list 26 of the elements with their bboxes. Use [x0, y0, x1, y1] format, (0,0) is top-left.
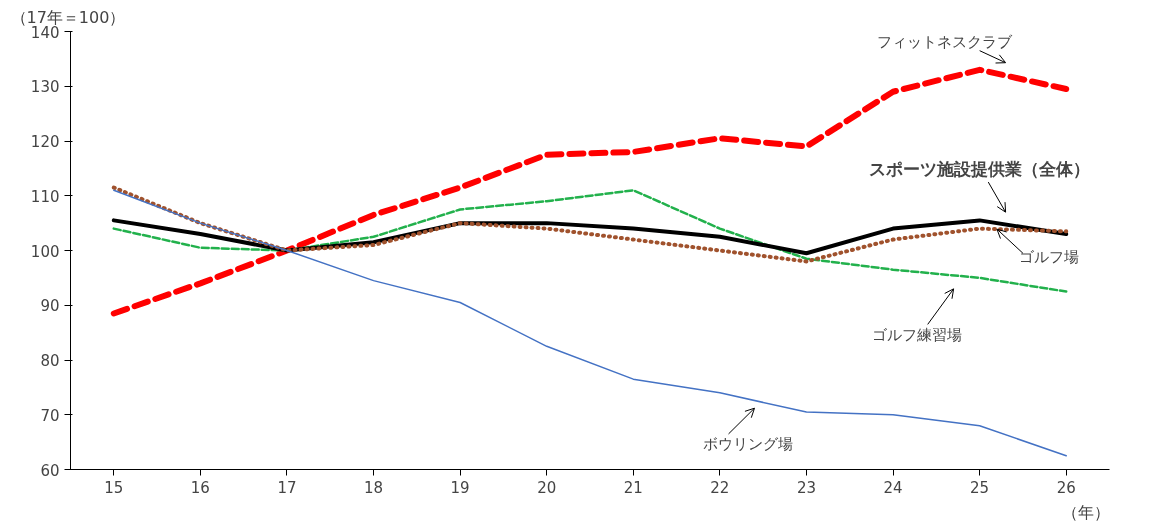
y-tick-label: 80: [40, 352, 60, 370]
y-tick-label: 70: [40, 406, 60, 425]
x-tick-label: 24: [883, 478, 903, 497]
annotation: ゴルフ場: [1018, 248, 1079, 267]
y-tick-label: 90: [40, 297, 60, 316]
y-tick-label: 120: [30, 133, 60, 151]
annotation: フィットネスクラブ: [877, 33, 1014, 52]
x-tick-label: 23: [796, 478, 817, 497]
annotation: ゴルフ練習場: [872, 326, 963, 345]
x-tick-label: 15: [104, 478, 124, 497]
y-tick-label: 130: [30, 78, 60, 97]
y-tick-label: 100: [30, 242, 60, 261]
annotation: スポーツ施設提供業（全体）: [869, 159, 1091, 180]
x-tick-label: 19: [450, 478, 470, 497]
x-tick-label: 25: [970, 478, 990, 497]
x-tick-label: 16: [190, 478, 210, 497]
x-tick-label: 20: [537, 478, 557, 497]
x-axis-title: （年）: [1061, 502, 1110, 522]
y-tick-label: 110: [30, 187, 60, 206]
x-tick-label: 21: [623, 478, 643, 497]
y-tick-label: 60: [40, 461, 60, 480]
x-tick-label: 22: [710, 478, 730, 497]
annotation: ボウリング場: [702, 434, 793, 453]
x-tick-label: 26: [1056, 478, 1076, 497]
x-tick-label: 17: [277, 478, 297, 497]
x-tick-label: 18: [364, 478, 384, 497]
